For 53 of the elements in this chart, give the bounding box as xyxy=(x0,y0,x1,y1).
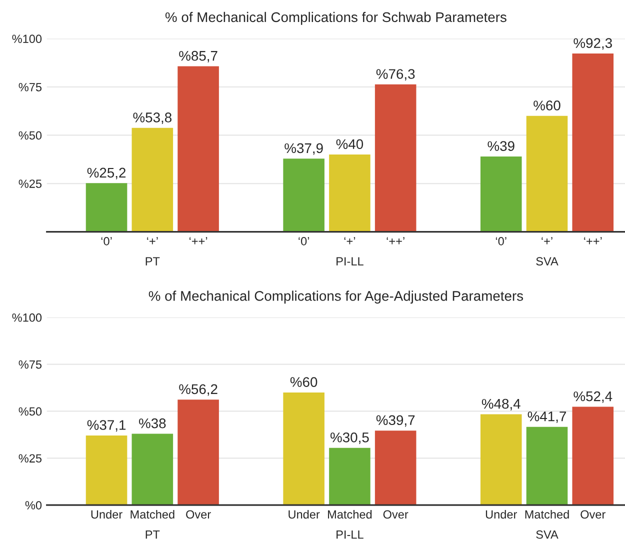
y-tick-label: %50 xyxy=(18,407,42,416)
chart-title: % of Mechanical Complications for Schwab Parameters xyxy=(165,12,506,25)
data-label: %41,7 xyxy=(528,412,566,423)
x-tick-label: ‘+’ xyxy=(344,237,356,244)
data-label: %39,7 xyxy=(376,415,415,427)
y-tick-label: %75 xyxy=(18,360,42,369)
data-label: %53,8 xyxy=(133,112,172,124)
data-label: %52,4 xyxy=(574,391,612,403)
text: PT xyxy=(146,530,160,539)
y-tick-label: %0 xyxy=(25,501,42,510)
x-tick-label: ‘++’ xyxy=(386,237,404,244)
y-tick-label: %75 xyxy=(18,83,42,92)
data-label: %48,4 xyxy=(482,398,520,410)
y-tick-label: %100 xyxy=(12,313,42,322)
y-tick-label: %100 xyxy=(12,34,42,44)
data-label: %39 xyxy=(488,141,514,151)
x-tick-label: ‘+’ xyxy=(542,237,552,244)
data-label: %38 xyxy=(139,418,166,428)
data-label: %37,9 xyxy=(284,143,323,155)
data-label: %60 xyxy=(534,100,560,110)
x-tick-label: Over xyxy=(580,510,606,519)
x-tick-label: ‘0’ xyxy=(101,237,112,246)
data-label: %30,5 xyxy=(330,432,369,444)
data-label: %56,2 xyxy=(179,384,218,396)
x-tick-label: ‘+’ xyxy=(147,237,158,244)
text: SVA xyxy=(536,257,558,266)
y-tick-label: %25 xyxy=(18,454,42,463)
x-tick-label: Under xyxy=(91,510,122,519)
x-tick-label: Over xyxy=(186,510,211,519)
x-tick-label: ‘++’ xyxy=(584,237,602,244)
text: PT xyxy=(146,257,160,266)
x-tick-label: ‘0’ xyxy=(496,237,506,246)
data-label: %25,2 xyxy=(87,168,126,180)
x-tick-label: Under xyxy=(288,510,320,519)
y-tick-label: %25 xyxy=(18,180,42,188)
x-tick-label: Matched xyxy=(328,510,372,519)
x-tick-label: ‘0’ xyxy=(298,237,309,246)
data-label: %37,1 xyxy=(87,420,126,432)
x-tick-label: ‘++’ xyxy=(190,237,208,244)
chart-title: % of Mechanical Complications for Age-Adjusted Parameters xyxy=(148,290,524,304)
data-label: %85,7 xyxy=(179,50,218,62)
data-label: %40 xyxy=(336,139,364,150)
x-tick-label: Over xyxy=(383,510,408,519)
data-label: %76,3 xyxy=(376,69,415,81)
text: SVA xyxy=(536,530,558,539)
x-tick-label: Matched xyxy=(525,510,569,519)
text: PI-LL xyxy=(336,257,364,266)
x-tick-label: Matched xyxy=(130,510,174,519)
x-tick-label: Under xyxy=(486,510,517,519)
data-label: %60 xyxy=(290,377,318,387)
data-label: %92,3 xyxy=(574,38,612,50)
y-tick-label: %50 xyxy=(18,131,42,140)
text: PI-LL xyxy=(336,530,364,539)
